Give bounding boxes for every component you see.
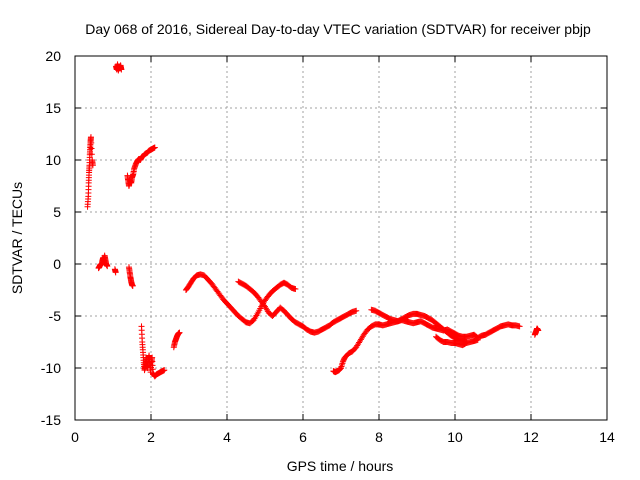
- data-point-plus: [353, 307, 360, 314]
- y-tick-label: 15: [45, 100, 61, 116]
- data-point-plus: [87, 134, 94, 141]
- data-point-plus: [112, 269, 119, 276]
- data-point-plus: [89, 162, 96, 169]
- x-tick-label: 4: [223, 429, 231, 445]
- data-point-plus: [516, 323, 523, 330]
- x-tick-label: 8: [375, 429, 383, 445]
- axis-ticks: 0 2 4 6 8 10 12 14 -15 -10 -5 0 5 10 15 20: [41, 48, 615, 445]
- x-tick-label: 0: [71, 429, 79, 445]
- x-tick-label: 12: [523, 429, 539, 445]
- plot-frame: [74, 55, 608, 421]
- y-tick-label: 20: [45, 48, 61, 64]
- data-points: [84, 61, 542, 380]
- y-tick-label: -15: [41, 412, 61, 428]
- data-point-plus: [161, 367, 168, 374]
- data-point-plus: [176, 329, 183, 336]
- data-point-plus: [118, 66, 125, 73]
- y-axis-title: SDTVAR / TECUs: [9, 182, 25, 294]
- x-tick-label: 2: [147, 429, 155, 445]
- data-point-plus: [151, 144, 158, 151]
- x-tick-label: 14: [599, 429, 615, 445]
- y-tick-label: 10: [45, 152, 61, 168]
- data-point-plus: [129, 282, 136, 289]
- y-tick-label: -10: [41, 360, 61, 376]
- data-point-plus: [535, 327, 542, 334]
- x-tick-label: 6: [299, 429, 307, 445]
- data-point-plus: [104, 263, 111, 270]
- x-axis-title: GPS time / hours: [287, 458, 394, 474]
- y-tick-label: 5: [53, 204, 61, 220]
- y-tick-label: -5: [49, 308, 62, 324]
- x-tick-label: 10: [447, 429, 463, 445]
- data-point-plus: [474, 336, 481, 343]
- chart-title: Day 068 of 2016, Sidereal Day-to-day VTE…: [85, 21, 591, 37]
- data-point-plus: [292, 285, 299, 292]
- data-point-plus: [88, 145, 95, 152]
- y-tick-label: 0: [53, 256, 61, 272]
- data-point-plus: [88, 139, 95, 146]
- data-point-plus: [88, 151, 95, 158]
